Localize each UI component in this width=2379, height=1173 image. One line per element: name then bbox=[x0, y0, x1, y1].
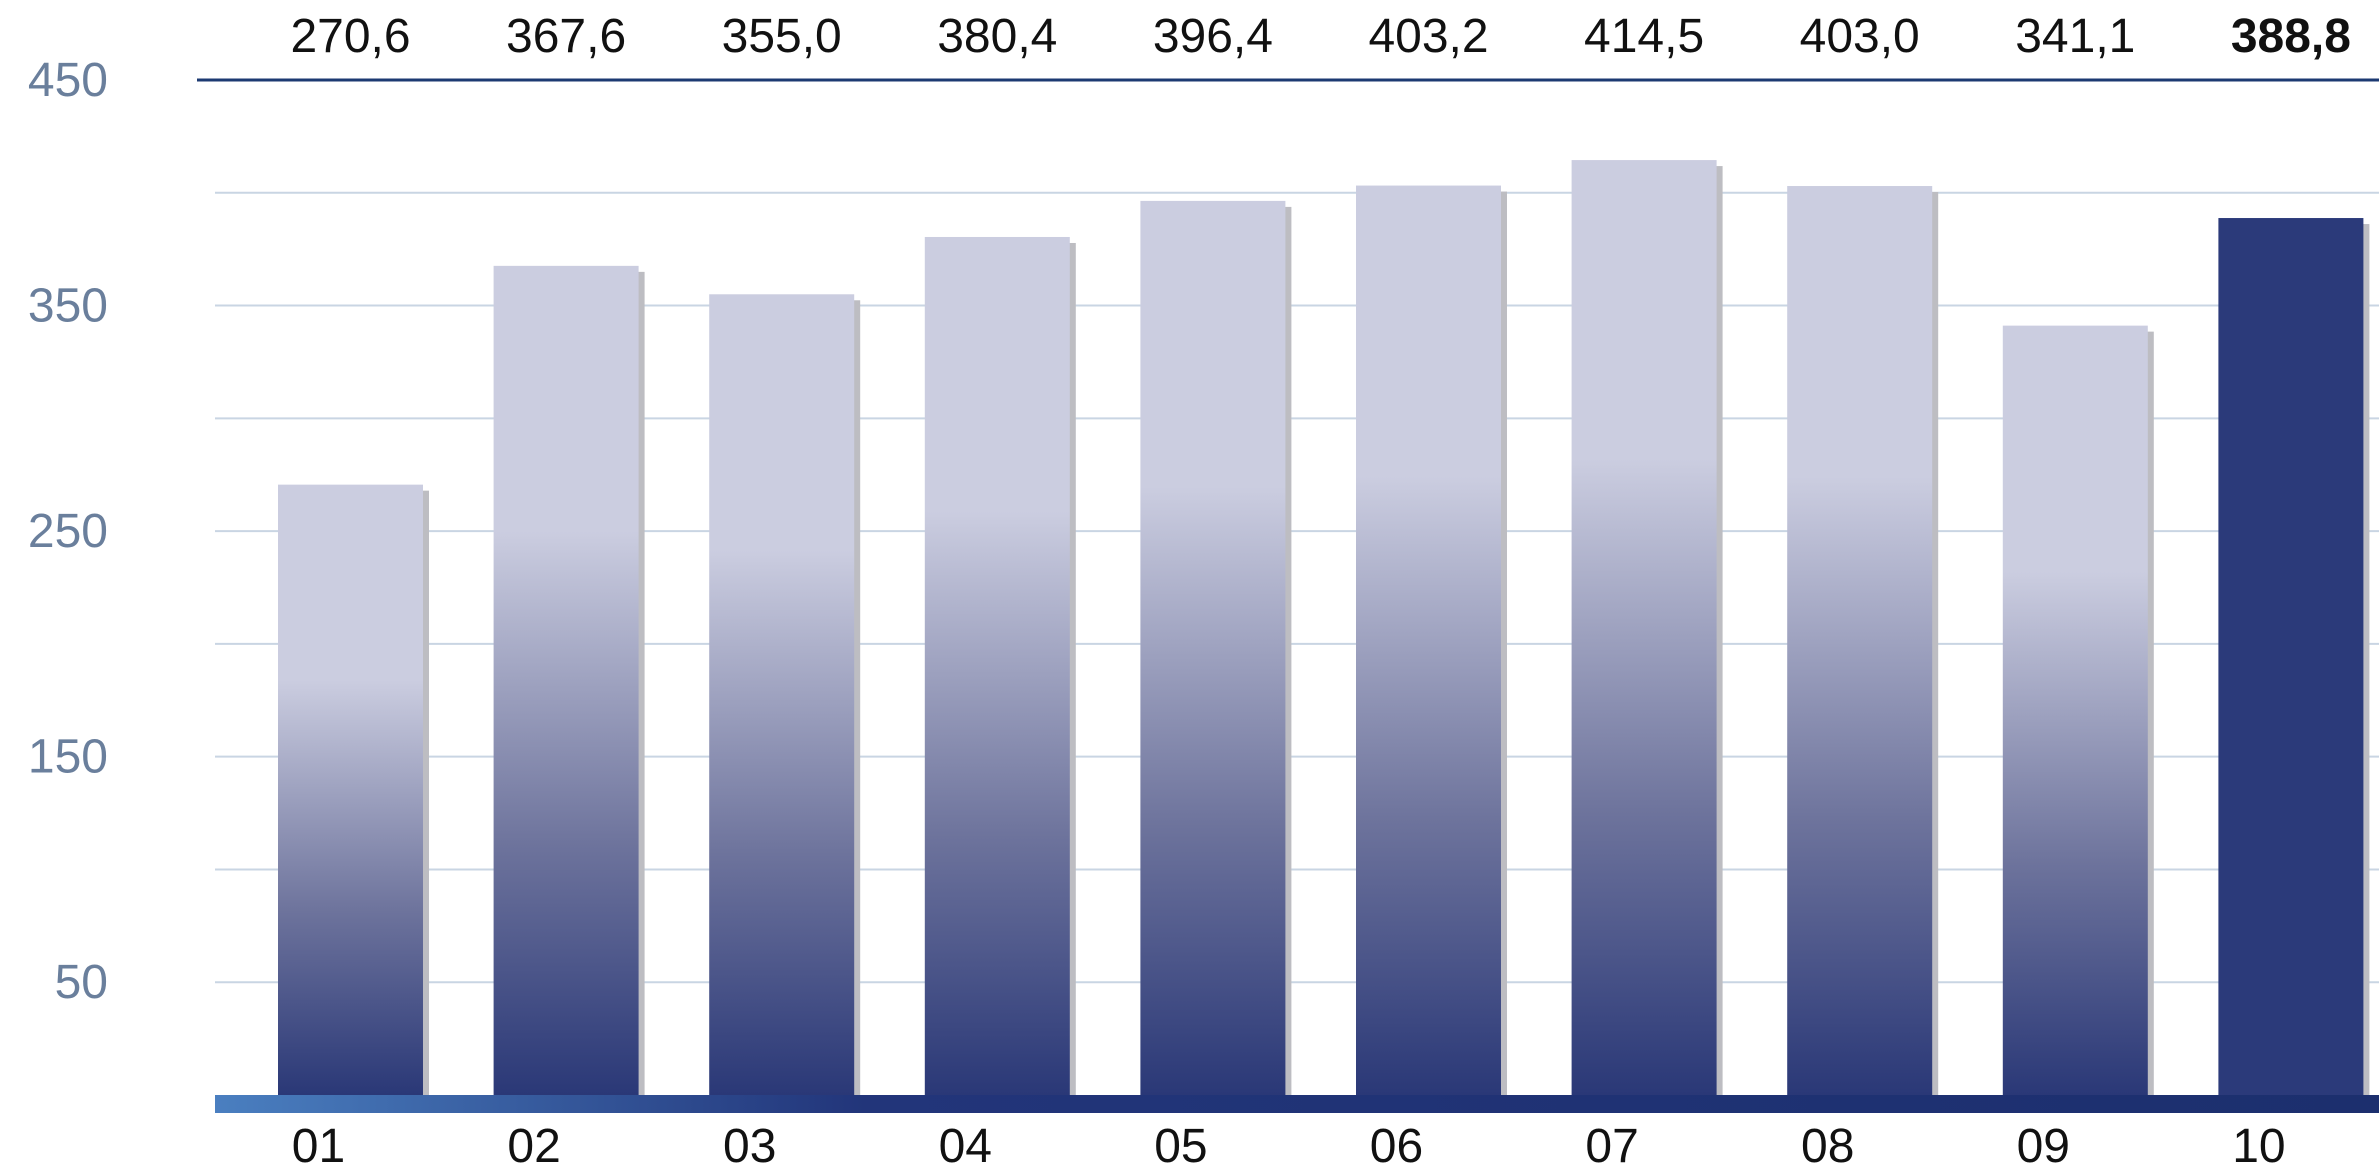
bars bbox=[278, 160, 2370, 1096]
category-label: 08 bbox=[1801, 1120, 1854, 1173]
value-label: 396,4 bbox=[1153, 10, 1273, 63]
baseline-bar bbox=[215, 1095, 2379, 1113]
bar-07 bbox=[1571, 160, 1717, 1096]
value-label: 355,0 bbox=[722, 10, 842, 63]
value-label: 380,4 bbox=[937, 10, 1057, 63]
bar-10 bbox=[2218, 218, 2364, 1096]
y-tick-label: 450 bbox=[28, 54, 108, 107]
bar-03 bbox=[709, 294, 855, 1095]
bar-04 bbox=[924, 236, 1070, 1095]
y-tick-label: 150 bbox=[28, 731, 108, 784]
axes bbox=[197, 78, 2379, 1113]
category-label: 10 bbox=[2232, 1120, 2285, 1173]
bar-08 bbox=[1787, 186, 1933, 1095]
y-tick-label: 350 bbox=[28, 280, 108, 333]
bar-06 bbox=[1356, 185, 1501, 1095]
category-label: 06 bbox=[1370, 1120, 1423, 1173]
value-label: 414,5 bbox=[1584, 10, 1704, 63]
category-label: 04 bbox=[939, 1120, 992, 1173]
category-label: 03 bbox=[723, 1120, 776, 1173]
y-tick-label: 250 bbox=[28, 505, 108, 558]
bar-09 bbox=[2002, 325, 2148, 1095]
category-label: 02 bbox=[507, 1120, 560, 1173]
category-label: 01 bbox=[292, 1120, 345, 1173]
bar-05 bbox=[1140, 200, 1286, 1096]
value-label: 341,1 bbox=[2015, 10, 2135, 63]
value-label: 270,6 bbox=[290, 10, 410, 63]
value-label: 367,6 bbox=[506, 10, 626, 63]
labels: 450 350 250 150 50 270,6 01 367,6 02 355,0 03 380,4… bbox=[28, 10, 2351, 1173]
category-label: 05 bbox=[1154, 1120, 1207, 1173]
value-label: 403,0 bbox=[1800, 10, 1920, 63]
bar-01 bbox=[278, 484, 423, 1095]
value-label: 388,8 bbox=[2231, 10, 2351, 63]
y-tick-label: 50 bbox=[55, 956, 108, 1009]
value-label: 403,2 bbox=[1368, 10, 1488, 63]
bar-02 bbox=[493, 265, 639, 1095]
category-label: 09 bbox=[2017, 1120, 2070, 1173]
category-label: 07 bbox=[1585, 1120, 1638, 1173]
